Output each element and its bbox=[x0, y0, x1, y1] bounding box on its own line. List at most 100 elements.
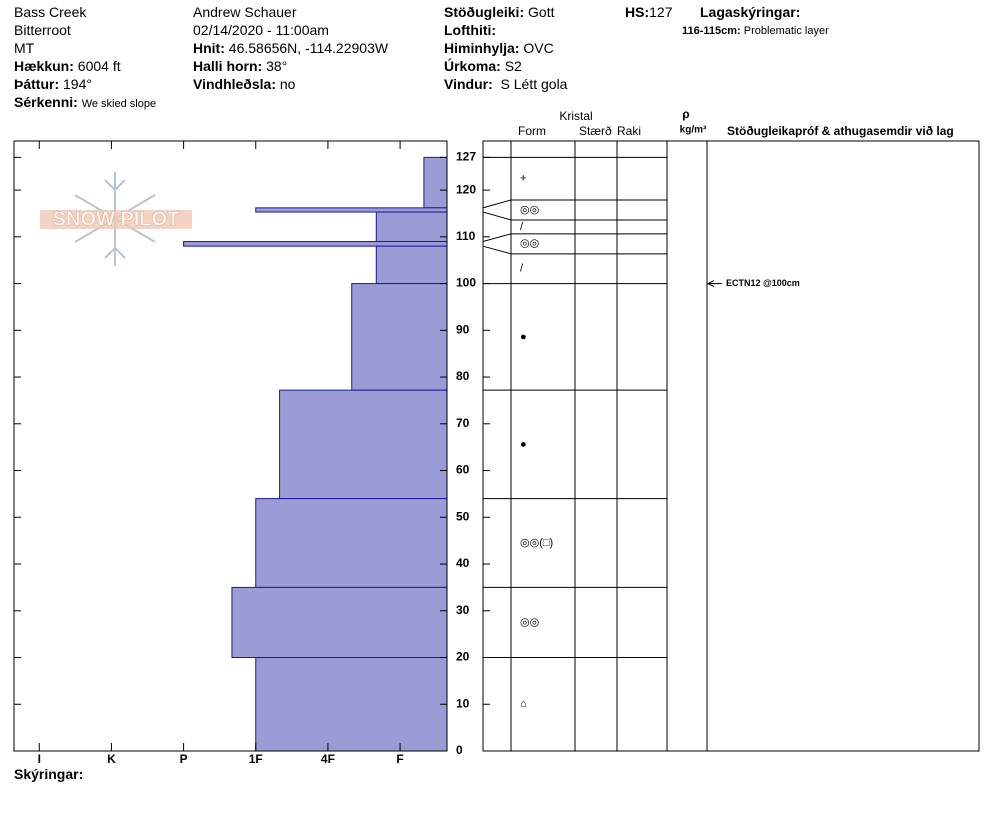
grain-form: ◎◎(□) bbox=[520, 537, 553, 549]
label: Vindhleðsla: bbox=[193, 76, 276, 92]
y-tick-label: 90 bbox=[456, 322, 470, 336]
hardness-bar bbox=[183, 240, 448, 247]
y-tick-label: 20 bbox=[456, 650, 470, 664]
y-tick-label: 127 bbox=[456, 150, 476, 164]
y-tick-label: 110 bbox=[456, 229, 476, 243]
sky: Himinhylja: OVC bbox=[444, 39, 554, 57]
precip: Úrkoma: S2 bbox=[444, 57, 522, 75]
value: S Létt gola bbox=[500, 76, 568, 92]
y-tick-label: 100 bbox=[456, 276, 476, 290]
y-tick-label: 30 bbox=[456, 603, 470, 617]
value: 6004 ft bbox=[77, 58, 121, 74]
layer-connector bbox=[482, 199, 512, 209]
label: Hnit: bbox=[193, 40, 225, 56]
coords: Hnit: 46.58656N, -114.22903W bbox=[193, 39, 388, 57]
layer-connector bbox=[482, 211, 512, 221]
label: Stöðugleiki: bbox=[444, 4, 525, 20]
hardness-bar bbox=[375, 211, 448, 242]
value: 194° bbox=[63, 76, 92, 92]
x-tick-label: I bbox=[38, 752, 41, 766]
label: Hækkun: bbox=[14, 58, 74, 74]
y-tick-label: 40 bbox=[456, 556, 470, 570]
label: 116-115cm: bbox=[682, 25, 741, 37]
th-crystal: Kristal bbox=[559, 109, 592, 123]
y-tick-label: 80 bbox=[456, 369, 470, 383]
label: Þáttur: bbox=[14, 76, 60, 92]
label: Vindur: bbox=[444, 76, 493, 92]
observer: Andrew Schauer bbox=[193, 4, 297, 20]
logo-text: SNOW PILOT bbox=[53, 208, 180, 230]
y-tick-label: 50 bbox=[456, 509, 470, 523]
hardness-bar bbox=[423, 156, 448, 209]
th-moisture: Raki bbox=[617, 124, 641, 138]
value: We skied slope bbox=[81, 98, 157, 110]
value: Problematic layer bbox=[743, 25, 829, 37]
hardness-bar bbox=[351, 283, 448, 391]
grain-form: ◎◎ bbox=[520, 238, 539, 250]
test-arrowhead bbox=[706, 280, 715, 288]
hardness-bar bbox=[255, 657, 448, 752]
layer-connector bbox=[482, 233, 512, 242]
datetime: 02/14/2020 - 11:00am bbox=[193, 22, 329, 38]
grain-form: ● bbox=[520, 438, 527, 450]
th-form: Form bbox=[518, 124, 546, 138]
site: Bass Creek bbox=[14, 4, 87, 20]
hardness-bar bbox=[255, 498, 448, 588]
hs: HS:127 bbox=[625, 3, 672, 21]
th-density-unit: kg/m³ bbox=[680, 125, 707, 136]
x-tick-label: P bbox=[180, 752, 188, 766]
th-size: Stærð bbox=[579, 124, 612, 138]
y-tick-label: 120 bbox=[456, 182, 476, 196]
range: Bitterroot bbox=[14, 22, 71, 38]
label: Úrkoma: bbox=[444, 58, 501, 74]
air-temp: Lofthiti: bbox=[444, 21, 496, 39]
value: 46.58656N, -114.22903W bbox=[228, 40, 389, 56]
state: MT bbox=[14, 40, 35, 56]
grain-form: + bbox=[520, 173, 526, 185]
x-tick-label: 1F bbox=[249, 752, 263, 766]
value: no bbox=[279, 76, 296, 92]
x-tick-label: K bbox=[107, 752, 116, 766]
grain-form: ◎◎ bbox=[520, 204, 539, 216]
y-tick-label: 70 bbox=[456, 416, 470, 430]
y-tick-label: 0 bbox=[456, 743, 463, 757]
grain-form: / bbox=[520, 263, 524, 275]
value: S2 bbox=[504, 58, 522, 74]
y-tick-label: 60 bbox=[456, 463, 470, 477]
comments: Skýringar: bbox=[14, 765, 83, 783]
hardness-bar bbox=[255, 207, 448, 213]
features: Sérkenni: We skied slope bbox=[14, 93, 156, 113]
table-frame bbox=[482, 140, 980, 752]
plot-frame bbox=[13, 140, 448, 752]
aspect: Þáttur: 194° bbox=[14, 75, 92, 93]
hardness-bar bbox=[279, 389, 448, 500]
grain-form: / bbox=[520, 221, 524, 233]
label: Lagaskýringar: bbox=[700, 4, 801, 20]
test-label: ECTN12 @100cm bbox=[726, 278, 800, 288]
grain-form: ◎◎ bbox=[520, 616, 539, 628]
legend-title: Lagaskýringar: bbox=[700, 3, 800, 21]
grain-form: ● bbox=[520, 331, 527, 343]
value: 38° bbox=[266, 58, 288, 74]
label: Sérkenni: bbox=[14, 94, 78, 110]
th-stability: Stöðugleikapróf & athugasemdir við lag bbox=[727, 124, 954, 138]
hardness-bar bbox=[375, 245, 448, 285]
wind: Vindur: S Létt gola bbox=[444, 75, 567, 93]
grain-form: ⌂ bbox=[520, 698, 527, 710]
value: Gott bbox=[528, 4, 555, 20]
hardness-bar bbox=[231, 586, 448, 659]
label: Skýringar: bbox=[14, 766, 84, 782]
label: Himinhylja: bbox=[444, 40, 520, 56]
value: OVC bbox=[523, 40, 554, 56]
layer-connector bbox=[482, 245, 512, 255]
label: Lofthiti: bbox=[444, 22, 497, 38]
x-tick-label: F bbox=[396, 752, 403, 766]
logo-band bbox=[40, 210, 192, 229]
th-density: ρ bbox=[682, 107, 689, 121]
value: 127 bbox=[649, 4, 673, 20]
wind-loading: Vindhleðsla: no bbox=[193, 75, 295, 93]
elevation: Hækkun: 6004 ft bbox=[14, 57, 121, 75]
label: Halli horn: bbox=[193, 58, 263, 74]
